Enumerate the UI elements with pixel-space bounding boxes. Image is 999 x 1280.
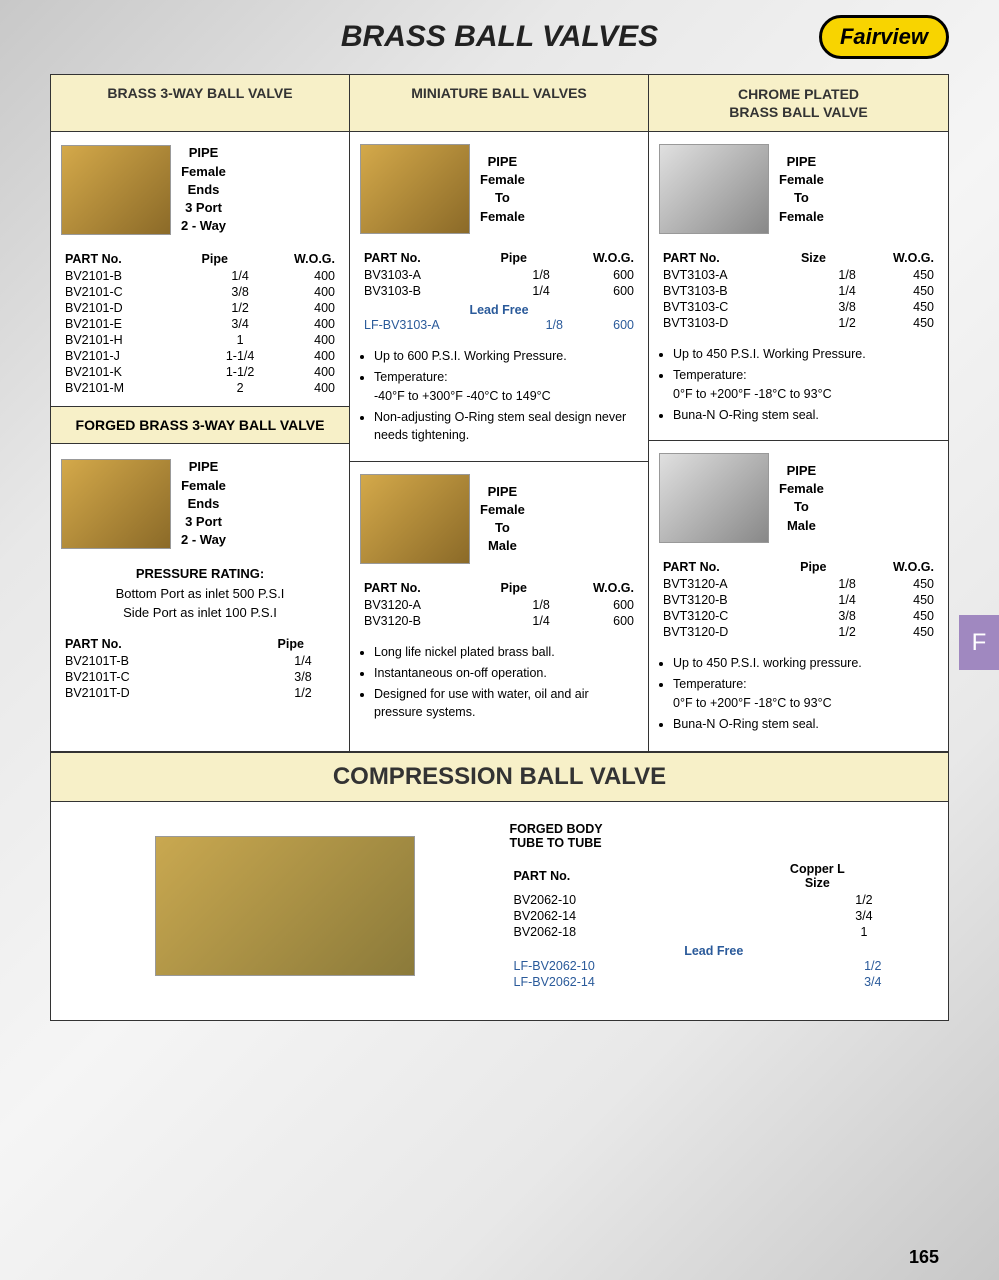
table-row: BV2101-B1/4400 <box>61 268 339 284</box>
col2-bullets-2: Long life nickel plated brass ball. Inst… <box>360 643 638 722</box>
col3-table: PART No.SizeW.O.G. <box>659 249 938 267</box>
col1-product-image <box>61 145 171 235</box>
col3-bullets: Up to 450 P.S.I. Working Pressure. Tempe… <box>659 345 938 424</box>
table-row: BVT3120-C3/8450 <box>659 608 938 624</box>
table-row: BVT3103-C3/8450 <box>659 299 938 315</box>
table-row: BV2101-J1-1/4400 <box>61 348 339 364</box>
table-row: LF-BV2062-143/4 <box>510 974 919 990</box>
table-row: BV2101-E3/4400 <box>61 316 339 332</box>
leadfree-label: Lead Free <box>360 299 638 317</box>
table-row: BV2062-143/4 <box>510 908 919 924</box>
table-row: BV2101-M2400 <box>61 380 339 396</box>
table-row: BV2101-C3/8400 <box>61 284 339 300</box>
col3-product-image <box>659 144 769 234</box>
compression-product-image <box>155 836 415 976</box>
col1-header: BRASS 3-WAY BALL VALVE <box>51 75 350 132</box>
col1-product-image-2 <box>61 459 171 549</box>
logo-text: Fairview <box>819 15 949 59</box>
col3-header: CHROME PLATEDBRASS BALL VALVE <box>649 75 948 132</box>
table-row: LF-BV3103-A1/8600 <box>360 317 638 333</box>
table-row: BV2062-101/2 <box>510 892 919 908</box>
col3-cell: PIPEFemaleToFemale PART No.SizeW.O.G. BV… <box>649 132 948 752</box>
col1-cell: PIPEFemaleEnds3 Port2 - Way PART No.Pipe… <box>51 132 350 752</box>
col3-bullets-2: Up to 450 P.S.I. working pressure. Tempe… <box>659 654 938 733</box>
col1-table: PART No.PipeW.O.G. <box>61 250 339 268</box>
table-row: BV2101T-B1/4 <box>61 653 339 669</box>
col2-table-2: PART No.PipeW.O.G. <box>360 579 638 597</box>
table-row: BV3103-B1/4600 <box>360 283 638 299</box>
table-row: BV2101T-C3/8 <box>61 669 339 685</box>
table-row: BV2062-181 <box>510 924 919 940</box>
brand-logo: Fairview <box>819 15 949 59</box>
table-row: BV2101-H1400 <box>61 332 339 348</box>
col1-sub-header: FORGED BRASS 3-WAY BALL VALVE <box>51 406 349 444</box>
col1-desc: PIPEFemaleEnds3 Port2 - Way <box>181 144 226 235</box>
compression-body: FORGED BODYTUBE TO TUBE PART No.Copper L… <box>51 802 948 1020</box>
page-header: BRASS BALL VALVES Fairview <box>50 20 949 54</box>
col2-bullets: Up to 600 P.S.I. Working Pressure. Tempe… <box>360 347 638 445</box>
table-row: BV2101T-D1/2 <box>61 685 339 701</box>
table-row: BVT3103-B1/4450 <box>659 283 938 299</box>
compression-subheading: FORGED BODYTUBE TO TUBE <box>510 822 919 850</box>
table-row: BV3120-A1/8600 <box>360 597 638 613</box>
table-row: BV2101-K1-1/2400 <box>61 364 339 380</box>
col2-header: MINIATURE BALL VALVES <box>350 75 649 132</box>
content-area: BRASS 3-WAY BALL VALVE MINIATURE BALL VA… <box>50 74 949 1021</box>
table-row: BVT3120-D1/2450 <box>659 624 938 640</box>
col3-table-2: PART No.PipeW.O.G. <box>659 558 938 576</box>
table-row: BVT3120-A1/8450 <box>659 576 938 592</box>
col2-product-image <box>360 144 470 234</box>
table-row: BV2101-D1/2400 <box>61 300 339 316</box>
catalog-page: BRASS BALL VALVES Fairview BRASS 3-WAY B… <box>0 0 999 1280</box>
main-grid: PIPEFemaleEnds3 Port2 - Way PART No.Pipe… <box>51 132 948 752</box>
table-row: BV3103-A1/8600 <box>360 267 638 283</box>
compression-header: COMPRESSION BALL VALVE <box>51 752 948 802</box>
col2-product-image-2 <box>360 474 470 564</box>
col2-table: PART No.PipeW.O.G. <box>360 249 638 267</box>
pressure-rating: PRESSURE RATING: Bottom Port as inlet 50… <box>61 564 339 623</box>
section-tab: F <box>959 615 999 670</box>
col3-desc: PIPEFemaleToFemale <box>779 153 824 226</box>
col2-cell: PIPEFemaleToFemale PART No.PipeW.O.G. BV… <box>350 132 649 752</box>
col3-desc-2: PIPEFemaleToMale <box>779 462 824 535</box>
compression-table: PART No.Copper LSize <box>510 860 919 892</box>
page-number: 165 <box>909 1247 939 1268</box>
compression-leadfree-label: Lead Free <box>510 940 919 958</box>
col3-product-image-2 <box>659 453 769 543</box>
col2-desc: PIPEFemaleToFemale <box>480 153 525 226</box>
table-row: BV3120-B1/4600 <box>360 613 638 629</box>
table-row: BVT3103-A1/8450 <box>659 267 938 283</box>
table-row: BVT3103-D1/2450 <box>659 315 938 331</box>
col1-table-2: PART No.Pipe <box>61 635 339 653</box>
column-headers-row: BRASS 3-WAY BALL VALVE MINIATURE BALL VA… <box>51 75 948 132</box>
table-row: LF-BV2062-101/2 <box>510 958 919 974</box>
page-title: BRASS BALL VALVES <box>341 20 658 54</box>
col1-desc-2: PIPEFemaleEnds3 Port2 - Way <box>181 458 226 549</box>
col2-desc-2: PIPEFemaleToMale <box>480 483 525 556</box>
table-row: BVT3120-B1/4450 <box>659 592 938 608</box>
